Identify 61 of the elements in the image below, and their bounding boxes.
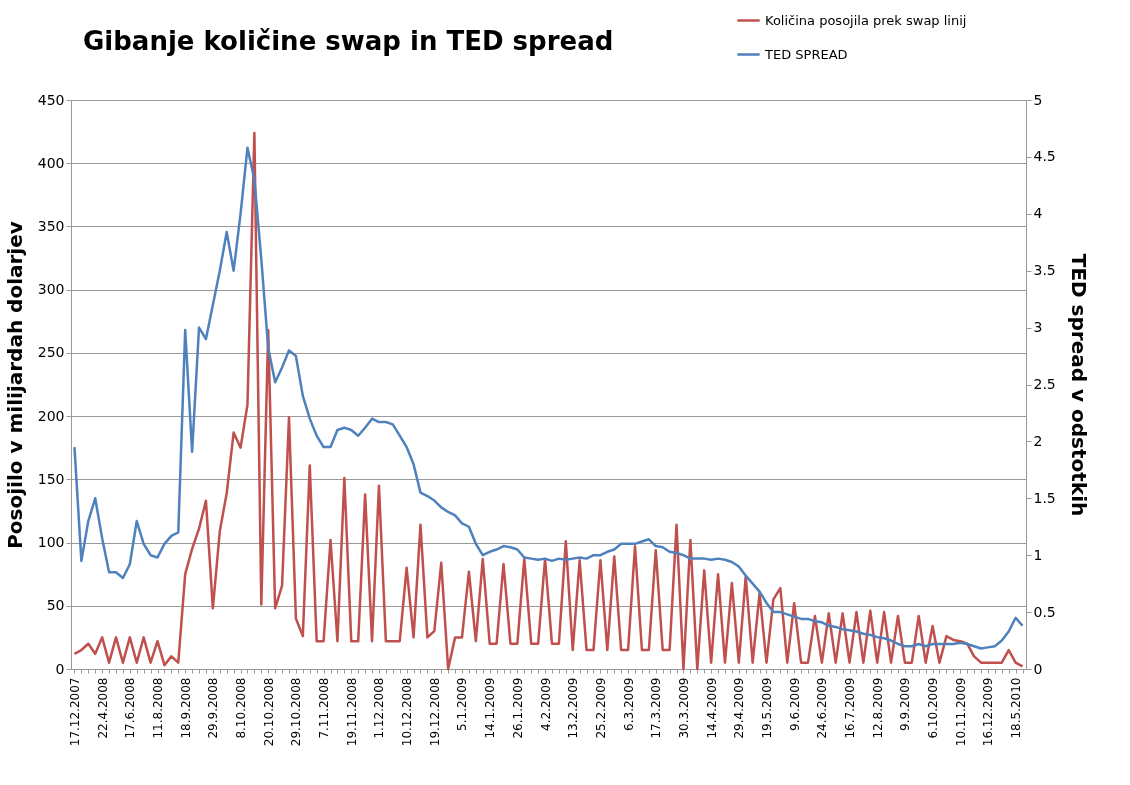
x-tick-label: 18.5.2010 (1009, 677, 1024, 739)
y-tick-label: 50 (46, 597, 65, 614)
y-tick-label: 0 (55, 660, 65, 677)
chart-title: Gibanje količine swap in TED spread (83, 26, 614, 56)
x-tick-label: 29.4.2009 (732, 677, 747, 739)
x-tick-label: 16.12.2009 (981, 677, 996, 747)
y2-tick-label: 2.5 (1033, 376, 1056, 392)
x-tick-label: 14.4.2009 (704, 677, 719, 739)
y-tick-label: 300 (37, 281, 65, 298)
x-tick-label: 14.1.2009 (483, 677, 498, 739)
y2-tick-label: 3.5 (1033, 262, 1056, 279)
y2-tick-label: 1.5 (1033, 489, 1056, 506)
x-tick-label: 7.11.2008 (317, 677, 332, 739)
x-tick-label: 22.4.2008 (95, 677, 110, 739)
x-tick-label: 18.9.2008 (178, 677, 193, 739)
y-tick-label: 200 (37, 407, 65, 424)
y-tick-label: 450 (37, 91, 65, 108)
x-tick-label: 6.10.2009 (926, 677, 941, 739)
x-tick-label: 17.6.2008 (123, 677, 138, 739)
legend-label: TED SPREAD (764, 46, 848, 62)
x-tick-label: 29.10.2008 (289, 677, 304, 747)
x-tick-label: 17.3.2009 (649, 677, 664, 739)
y-tick-label: 400 (37, 154, 65, 171)
y2-tick-label: 4 (1033, 205, 1043, 222)
x-tick-label: 4.2.2009 (538, 677, 553, 731)
x-tick-label: 12.8.2009 (870, 677, 885, 739)
legend-label: Količina posojila prek swap linij (765, 12, 967, 28)
y2-tick-label: 2 (1033, 432, 1043, 449)
x-tick-label: 19.12.2008 (427, 677, 442, 747)
y2-tick-label: 3 (1033, 319, 1043, 336)
x-tick-label: 30.3.2009 (676, 677, 691, 739)
x-tick-label: 1.12.2008 (372, 677, 387, 739)
y-tick-label: 150 (37, 470, 65, 487)
x-tick-label: 16.7.2009 (843, 677, 858, 739)
x-tick-label: 24.6.2009 (815, 677, 830, 739)
x-tick-label: 10.11.2009 (953, 677, 968, 747)
x-tick-label: 20.10.2008 (261, 677, 276, 747)
x-tick-label: 6.3.2009 (621, 677, 636, 731)
x-tick-label: 10.12.2008 (400, 677, 415, 747)
y2-axis-title: TED spread v odstotkih (1066, 253, 1091, 517)
x-tick-label: 11.8.2008 (151, 677, 165, 739)
y-tick-label: 100 (37, 534, 65, 551)
y2-tick-label: 0 (1033, 660, 1043, 677)
y2-tick-label: 0.5 (1033, 603, 1056, 620)
x-tick-label: 29.9.2008 (206, 677, 221, 739)
y-axis-title: Posojilo v milijardah dolarjev (2, 221, 27, 549)
x-tick-label: 25.2.2009 (593, 677, 608, 739)
x-tick-label: 9.6.2009 (787, 677, 802, 731)
y2-tick-label: 4.5 (1033, 148, 1056, 165)
y-tick-label: 350 (37, 217, 65, 234)
y-tick-label: 250 (37, 344, 65, 361)
y2-tick-label: 1 (1033, 546, 1043, 563)
x-tick-label: 26.1.2009 (510, 677, 525, 739)
x-tick-label: 17.12.2007 (67, 677, 82, 747)
y2-tick-label: 5 (1033, 91, 1043, 108)
x-tick-label: 8.10.2008 (234, 677, 249, 739)
x-tick-label: 19.11.2008 (344, 677, 359, 747)
x-tick-label: 5.1.2009 (455, 677, 470, 731)
x-tick-label: 19.5.2009 (759, 677, 774, 739)
x-tick-label: 9.9.2009 (898, 677, 913, 731)
x-tick-label: 13.2.2009 (566, 677, 581, 739)
